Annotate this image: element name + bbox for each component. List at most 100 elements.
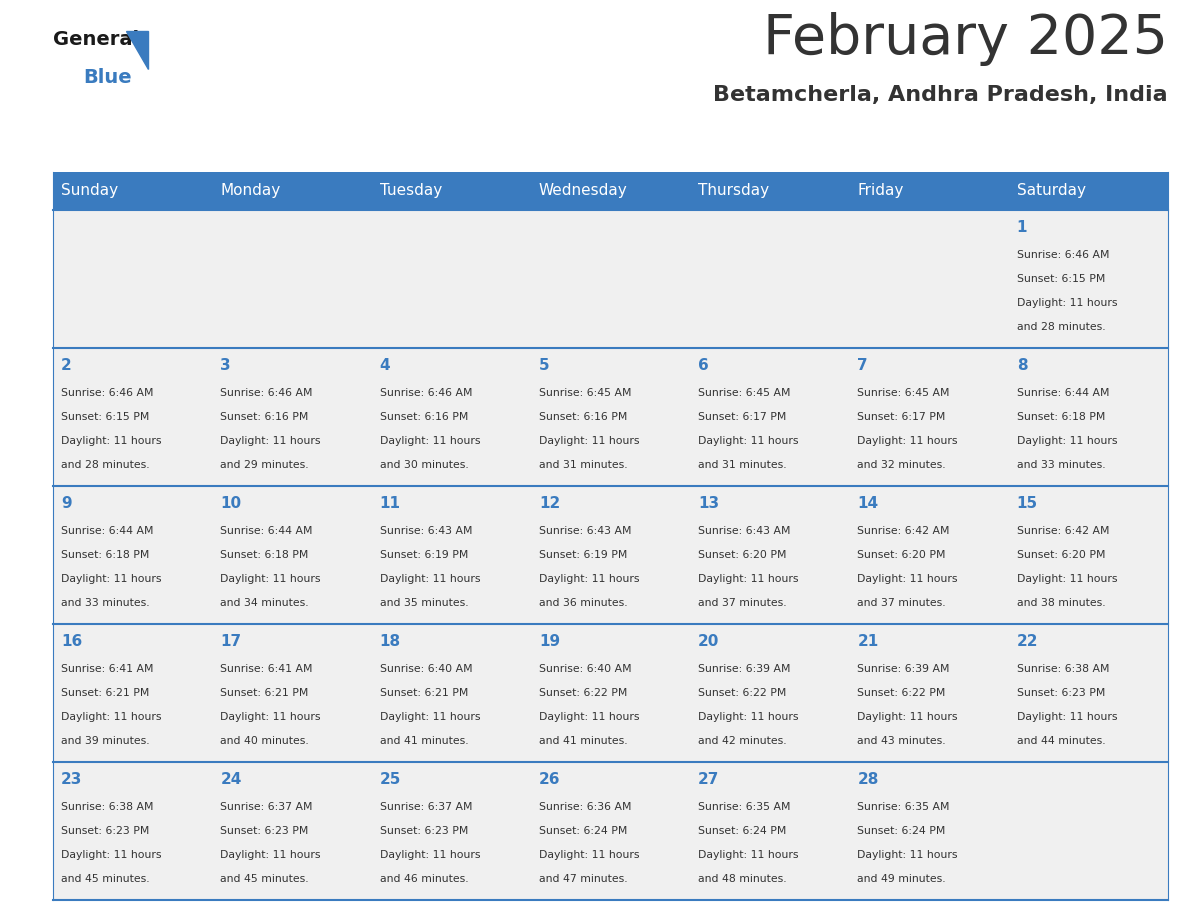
FancyBboxPatch shape [213,762,372,900]
FancyBboxPatch shape [213,172,372,210]
Text: Daylight: 11 hours: Daylight: 11 hours [220,712,321,722]
Text: and 33 minutes.: and 33 minutes. [61,599,150,609]
FancyBboxPatch shape [372,348,531,486]
Text: Sunset: 6:17 PM: Sunset: 6:17 PM [699,412,786,422]
Text: Thursday: Thursday [699,184,770,198]
Text: Daylight: 11 hours: Daylight: 11 hours [61,436,162,446]
Text: Daylight: 11 hours: Daylight: 11 hours [61,850,162,860]
Text: and 35 minutes.: and 35 minutes. [379,599,468,609]
Text: General: General [53,30,139,49]
Text: Sunrise: 6:38 AM: Sunrise: 6:38 AM [61,802,153,812]
Text: and 47 minutes.: and 47 minutes. [539,875,627,884]
FancyBboxPatch shape [53,624,213,762]
Text: Sunset: 6:19 PM: Sunset: 6:19 PM [379,550,468,560]
Text: and 30 minutes.: and 30 minutes. [379,461,468,470]
Text: Sunset: 6:24 PM: Sunset: 6:24 PM [858,826,946,836]
Text: Daylight: 11 hours: Daylight: 11 hours [220,575,321,585]
Text: and 49 minutes.: and 49 minutes. [858,875,946,884]
Text: 2: 2 [61,358,71,373]
Text: and 40 minutes.: and 40 minutes. [220,736,309,746]
FancyBboxPatch shape [372,486,531,624]
Text: 10: 10 [220,496,241,510]
Text: Sunrise: 6:46 AM: Sunrise: 6:46 AM [1017,250,1110,260]
Text: Daylight: 11 hours: Daylight: 11 hours [220,850,321,860]
Text: and 31 minutes.: and 31 minutes. [699,461,786,470]
Text: Sunrise: 6:44 AM: Sunrise: 6:44 AM [61,526,153,536]
Text: and 41 minutes.: and 41 minutes. [539,736,627,746]
Text: and 37 minutes.: and 37 minutes. [858,599,946,609]
Text: Sunrise: 6:45 AM: Sunrise: 6:45 AM [539,388,631,398]
Text: 14: 14 [858,496,878,510]
Text: and 45 minutes.: and 45 minutes. [61,875,150,884]
Text: Sunset: 6:21 PM: Sunset: 6:21 PM [220,688,309,699]
Text: 4: 4 [379,358,390,373]
Text: Daylight: 11 hours: Daylight: 11 hours [539,712,639,722]
FancyBboxPatch shape [372,762,531,900]
Text: and 28 minutes.: and 28 minutes. [61,461,150,470]
Text: 17: 17 [220,633,241,649]
Text: and 44 minutes.: and 44 minutes. [1017,736,1105,746]
Text: 23: 23 [61,772,82,787]
Text: Sunrise: 6:35 AM: Sunrise: 6:35 AM [858,802,950,812]
FancyBboxPatch shape [213,348,372,486]
FancyBboxPatch shape [213,210,372,348]
Text: 3: 3 [220,358,230,373]
Text: Daylight: 11 hours: Daylight: 11 hours [220,436,321,446]
FancyBboxPatch shape [849,210,1009,348]
Text: 26: 26 [539,772,561,787]
Text: 8: 8 [1017,358,1028,373]
Text: 16: 16 [61,633,82,649]
FancyBboxPatch shape [531,210,690,348]
Text: and 41 minutes.: and 41 minutes. [379,736,468,746]
Text: 25: 25 [379,772,400,787]
FancyBboxPatch shape [690,348,849,486]
Text: Daylight: 11 hours: Daylight: 11 hours [1017,436,1117,446]
FancyBboxPatch shape [53,348,213,486]
Text: Daylight: 11 hours: Daylight: 11 hours [858,575,958,585]
Text: February 2025: February 2025 [763,12,1168,66]
Text: Sunrise: 6:43 AM: Sunrise: 6:43 AM [379,526,472,536]
Text: Sunset: 6:22 PM: Sunset: 6:22 PM [539,688,627,699]
Text: 27: 27 [699,772,720,787]
Text: Sunset: 6:24 PM: Sunset: 6:24 PM [539,826,627,836]
FancyBboxPatch shape [849,172,1009,210]
Text: Sunday: Sunday [61,184,118,198]
FancyBboxPatch shape [213,624,372,762]
Text: 9: 9 [61,496,71,510]
FancyBboxPatch shape [690,210,849,348]
Text: Sunset: 6:17 PM: Sunset: 6:17 PM [858,412,946,422]
Text: Sunset: 6:20 PM: Sunset: 6:20 PM [1017,550,1105,560]
Text: 20: 20 [699,633,720,649]
FancyBboxPatch shape [1009,172,1168,210]
Text: Sunset: 6:23 PM: Sunset: 6:23 PM [1017,688,1105,699]
FancyBboxPatch shape [690,486,849,624]
Text: 28: 28 [858,772,879,787]
Text: Sunrise: 6:41 AM: Sunrise: 6:41 AM [220,664,312,674]
Text: Sunrise: 6:43 AM: Sunrise: 6:43 AM [699,526,790,536]
Text: 15: 15 [1017,496,1038,510]
Text: Daylight: 11 hours: Daylight: 11 hours [858,436,958,446]
Text: 6: 6 [699,358,709,373]
Text: 1: 1 [1017,219,1028,235]
Text: Blue: Blue [83,68,132,87]
Text: Daylight: 11 hours: Daylight: 11 hours [379,850,480,860]
Text: and 39 minutes.: and 39 minutes. [61,736,150,746]
Text: Sunrise: 6:40 AM: Sunrise: 6:40 AM [379,664,472,674]
Text: Daylight: 11 hours: Daylight: 11 hours [379,436,480,446]
FancyBboxPatch shape [690,624,849,762]
Text: Sunrise: 6:35 AM: Sunrise: 6:35 AM [699,802,790,812]
Text: Sunset: 6:16 PM: Sunset: 6:16 PM [539,412,627,422]
Text: 12: 12 [539,496,560,510]
Text: and 45 minutes.: and 45 minutes. [220,875,309,884]
Text: 13: 13 [699,496,719,510]
Polygon shape [126,31,148,69]
FancyBboxPatch shape [531,624,690,762]
FancyBboxPatch shape [1009,624,1168,762]
Text: Daylight: 11 hours: Daylight: 11 hours [1017,575,1117,585]
Text: 5: 5 [539,358,549,373]
Text: Daylight: 11 hours: Daylight: 11 hours [61,712,162,722]
FancyBboxPatch shape [372,210,531,348]
Text: Sunrise: 6:45 AM: Sunrise: 6:45 AM [858,388,950,398]
FancyBboxPatch shape [531,348,690,486]
Text: Sunset: 6:23 PM: Sunset: 6:23 PM [61,826,150,836]
